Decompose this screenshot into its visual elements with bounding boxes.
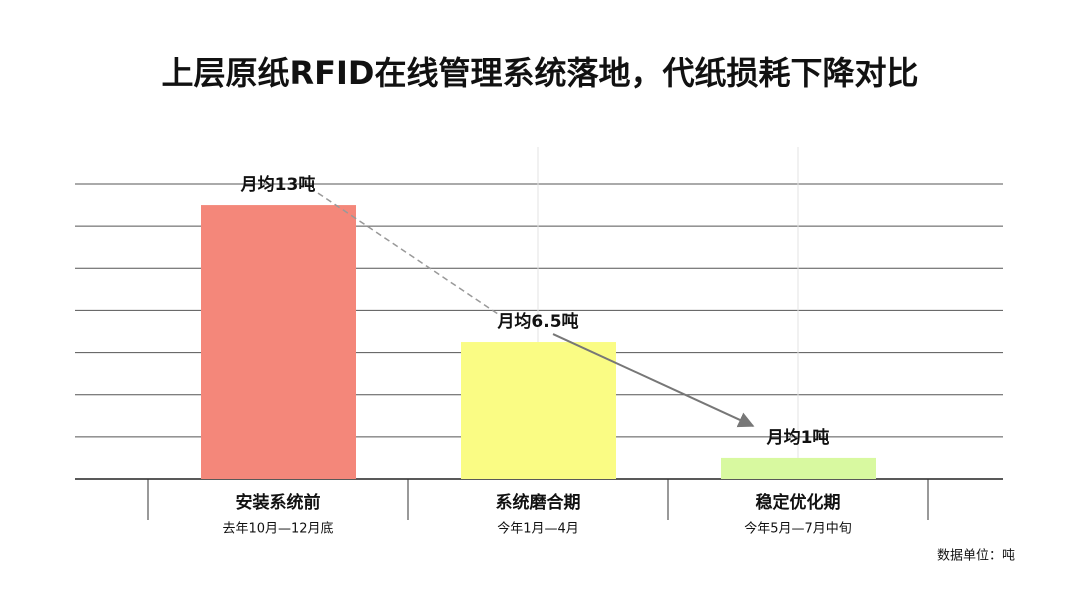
bar	[461, 342, 616, 479]
x-sub-label: 去年10月—12月底	[222, 521, 333, 537]
trend-dashed	[317, 192, 499, 315]
chart-title: 上层原纸RFID在线管理系统落地，代纸损耗下降对比	[162, 54, 919, 92]
trend-arrow	[552, 333, 755, 428]
x-sub-label: 今年5月—7月中旬	[744, 521, 852, 537]
x-sub-label: 今年1月—4月	[497, 521, 579, 537]
x-tick-label: 安装系统前	[236, 492, 321, 513]
x-tick-label: 系统磨合期	[496, 492, 581, 513]
bar	[721, 457, 876, 479]
value-label: 月均1吨	[766, 427, 830, 448]
unit-note: 数据单位：吨	[937, 549, 1015, 564]
x-tick-label: 稳定优化期	[756, 492, 841, 513]
value-label: 月均6.5吨	[496, 311, 578, 332]
bar	[201, 205, 356, 480]
value-label: 月均13吨	[240, 174, 316, 195]
